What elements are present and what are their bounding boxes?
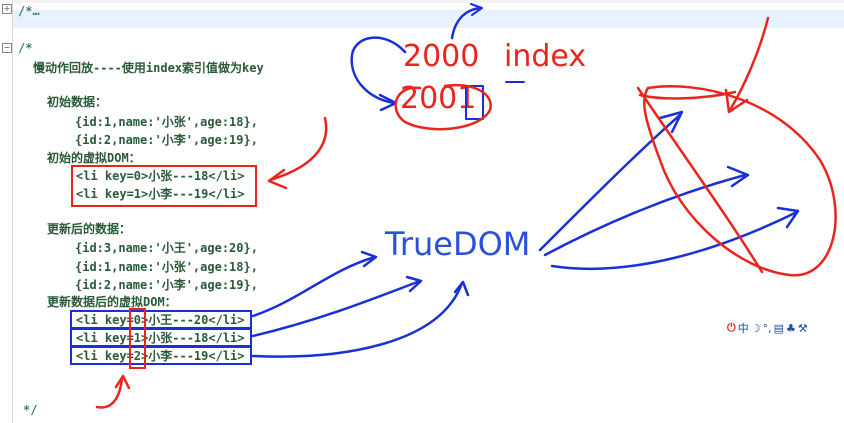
ime-user-icon[interactable]: ♣ [785,321,796,335]
ime-mode-chinese[interactable]: 中 [737,322,749,335]
blue-arrowhead [776,206,800,229]
red-arrowhead [267,168,288,190]
initial-data-line: {id:1,name:'小张',age:18}, [75,115,258,129]
red-cross-stroke [638,90,737,100]
updated-data-line: {id:1,name:'小张',age:18}, [75,260,258,274]
blue-arrowhead [405,275,423,293]
blue-arrow-row1 [251,255,377,318]
initial-data-label: 初始数据： [47,95,108,109]
fold-collapse-icon[interactable]: − [2,43,12,53]
updated-data-label: 更新后的数据： [47,222,132,236]
red-arrowhead [114,374,131,390]
red-arrow-downward [728,16,770,112]
editor-top-strip [13,0,844,3]
blue-arrowhead [658,110,684,134]
red-arrow-keys [95,376,124,409]
red-arrow-initial-vdom [268,116,328,182]
blue-arrow-truedom-3 [550,210,799,271]
blue-arrowhead [453,280,470,297]
key-column-red-box [129,308,146,369]
ime-logo-icon[interactable]: ⏻ [727,321,736,334]
initial-vdom-line: <li key=0>小张---18</li> [76,169,245,183]
red-oval [642,85,837,277]
initial-vdom-line: <li key=1>小李---19</li> [76,187,245,201]
blue-arrow-row2 [251,279,422,338]
blue-top-arrow [450,6,482,40]
red-cross-stroke [636,86,764,274]
updated-data-line: {id:2,name:'小李',age:19}, [75,278,258,292]
blue-arrow-truedom-1 [538,113,682,252]
annotation-truedom: TrueDOM [385,225,531,263]
vdom-row-blue-box [70,346,252,365]
blue-arrowhead [470,3,483,16]
ime-punct-icon[interactable]: °, [762,321,772,335]
updated-vdom-label: 更新数据后的虚拟DOM： [47,295,177,309]
collapsed-comment[interactable]: /*… [18,4,40,18]
comment-open: /* [18,41,33,55]
fold-expand-icon[interactable]: + [2,4,12,14]
ime-toolbar[interactable]: ⏻ 中 ☽ °, ▤ ♣ ⚒ [727,320,808,336]
blue-arrowhead [726,165,750,188]
digit-highlight-box [465,85,484,120]
initial-vdom-red-box [71,165,257,207]
blue-arrow-truedom-2 [543,173,747,257]
updated-vdom-line: <li key=1>小张---18</li> [76,331,245,345]
updated-vdom-line: <li key=0>小王---20</li> [76,313,245,327]
blue-arrowhead [360,250,378,268]
initial-vdom-label: 初始的虚拟DOM： [47,151,141,165]
blue-loop-arrow [350,36,407,105]
ime-moon-icon[interactable]: ☽ [750,321,761,335]
ime-tools-icon[interactable]: ⚒ [797,321,808,335]
comment-close: */ [23,403,38,417]
updated-vdom-line: <li key=2>小李---19</li> [76,349,245,363]
blue-arrow-row3 [251,281,464,358]
initial-data-line: {id:2,name:'小李',age:19}, [75,133,258,147]
annotation-index: index [504,39,587,74]
ime-keyboard-icon[interactable]: ▤ [773,321,784,335]
annotation-2000: 2000 [403,39,480,74]
red-circle-2001 [394,83,492,131]
current-line-highlight [13,10,844,28]
updated-data-line: {id:3,name:'小王',age:20}, [75,241,258,255]
editor-gutter [0,0,13,423]
red-arrowhead [724,88,749,114]
comment-heading: 慢动作回放----使用index索引值做为key [33,61,264,75]
